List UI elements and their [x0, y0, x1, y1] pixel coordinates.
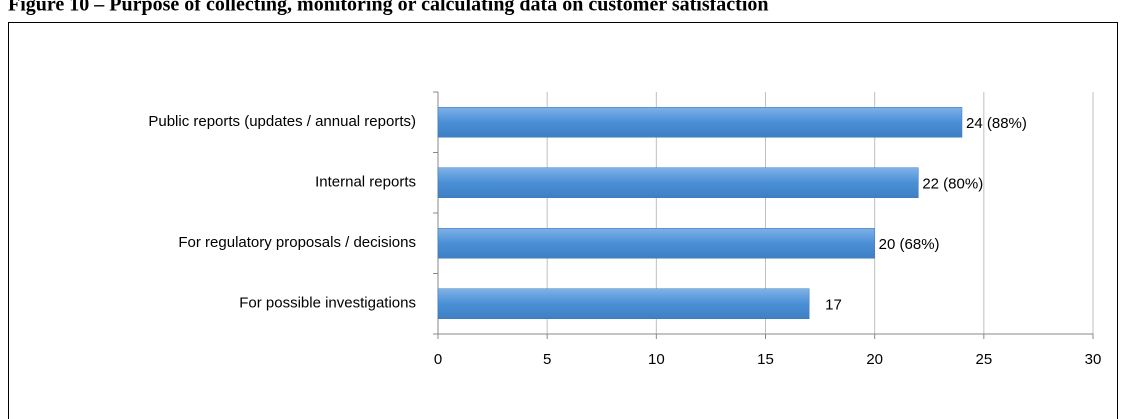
value-label: 20 (68%): [879, 236, 940, 253]
x-tick-label: 25: [975, 351, 992, 368]
x-tick-label: 30: [1085, 351, 1102, 368]
y-tick-label: For regulatory proposals / decisions: [178, 234, 416, 251]
value-label: 17: [825, 297, 842, 314]
x-tick-label: 0: [434, 351, 442, 368]
x-tick-label: 10: [648, 351, 665, 368]
x-tick-label: 20: [866, 351, 883, 368]
chart-title: Figure 10 – Purpose of collecting, monit…: [8, 0, 769, 16]
bar: [437, 288, 810, 319]
value-label: 22 (80%): [922, 176, 983, 193]
y-tick-label: Public reports (updates / annual reports…: [148, 113, 416, 130]
y-tick-label: Internal reports: [315, 174, 416, 191]
y-tick-label: For possible investigations: [239, 295, 416, 312]
x-tick-label: 15: [757, 351, 774, 368]
frame: [8, 22, 1118, 419]
bar: [437, 107, 963, 138]
bar: [437, 167, 919, 198]
value-label: 24 (88%): [966, 115, 1027, 132]
x-tick-label: 5: [543, 351, 551, 368]
bar: [437, 228, 875, 259]
